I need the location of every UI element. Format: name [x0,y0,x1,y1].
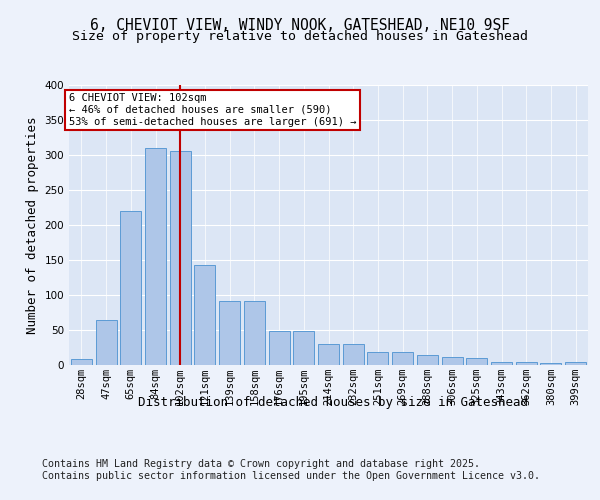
Text: Distribution of detached houses by size in Gateshead: Distribution of detached houses by size … [138,396,528,409]
Bar [491,362,512,365]
Bar [145,148,166,365]
Bar [194,265,215,365]
Text: Contains HM Land Registry data © Crown copyright and database right 2025.: Contains HM Land Registry data © Crown c… [42,459,480,469]
Bar [417,355,438,365]
Bar [120,211,141,365]
Bar [392,352,413,365]
Bar [565,362,586,365]
Bar [516,362,537,365]
Bar [95,320,116,365]
Bar [244,300,265,365]
Bar [170,152,191,365]
Text: 6, CHEVIOT VIEW, WINDY NOOK, GATESHEAD, NE10 9SF: 6, CHEVIOT VIEW, WINDY NOOK, GATESHEAD, … [90,18,510,32]
Text: Size of property relative to detached houses in Gateshead: Size of property relative to detached ho… [72,30,528,43]
Bar [71,360,92,365]
Bar [343,344,364,365]
Bar [541,363,562,365]
Bar [269,332,290,365]
Text: Contains public sector information licensed under the Open Government Licence v3: Contains public sector information licen… [42,471,540,481]
Text: 6 CHEVIOT VIEW: 102sqm
← 46% of detached houses are smaller (590)
53% of semi-de: 6 CHEVIOT VIEW: 102sqm ← 46% of detached… [69,94,356,126]
Bar [442,358,463,365]
Y-axis label: Number of detached properties: Number of detached properties [26,116,39,334]
Bar [318,344,339,365]
Bar [367,352,388,365]
Bar [293,332,314,365]
Bar [466,358,487,365]
Bar [219,300,240,365]
